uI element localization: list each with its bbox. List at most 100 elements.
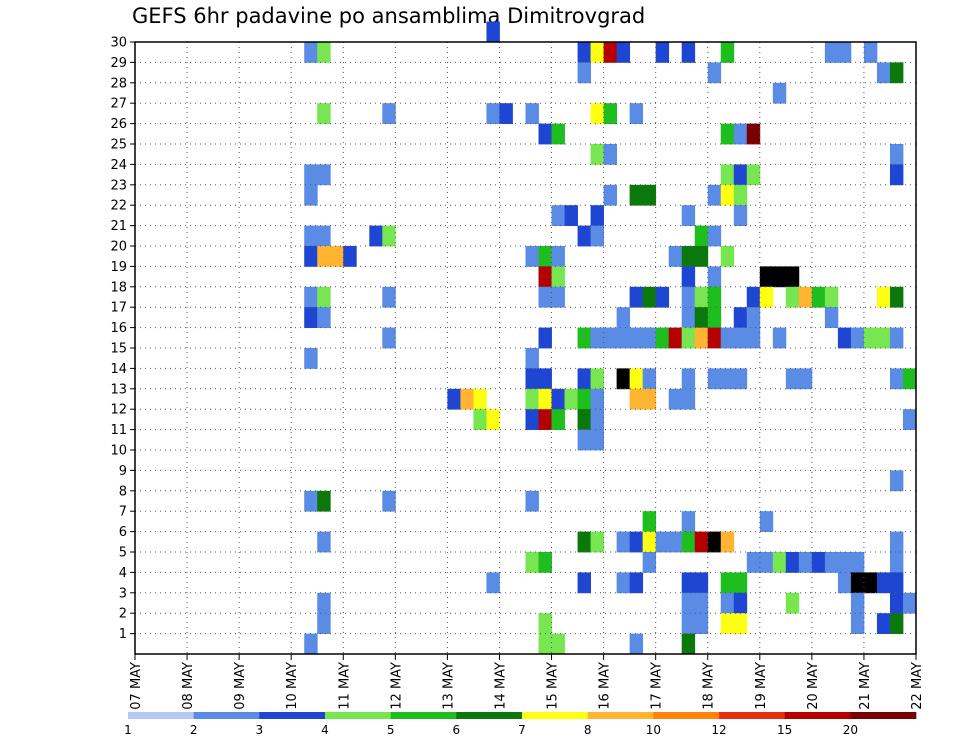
heatmap-cell	[876, 613, 891, 634]
heatmap-cell	[837, 327, 852, 349]
legend-swatch	[390, 712, 457, 719]
heatmap-cell	[889, 144, 904, 165]
heatmap-cell	[616, 368, 631, 390]
heatmap-cell	[707, 184, 722, 206]
y-tick-label: 12	[110, 403, 127, 418]
legend-label: 5	[387, 723, 395, 737]
heatmap-cell	[681, 613, 696, 634]
heatmap-cell	[746, 552, 761, 573]
legend-label: 20	[843, 723, 858, 737]
y-tick-label: 14	[110, 362, 127, 377]
heatmap-cell	[577, 531, 591, 553]
heatmap-cell	[551, 246, 565, 267]
heatmap-cell	[317, 531, 331, 553]
heatmap-cell	[707, 368, 722, 390]
heatmap-cell	[538, 633, 552, 655]
heatmap-cell	[889, 572, 904, 594]
heatmap-cell	[655, 327, 670, 349]
heatmap-cell	[733, 368, 748, 390]
heatmap-cell	[382, 490, 396, 512]
heatmap-cell	[590, 205, 604, 226]
heatmap-cell	[863, 572, 878, 594]
y-tick-label: 3	[119, 586, 127, 601]
heatmap-cell	[616, 327, 631, 349]
heatmap-cell	[707, 225, 722, 247]
heatmap-cell	[317, 225, 331, 247]
y-tick-label: 30	[110, 36, 127, 51]
heatmap-cell	[642, 184, 657, 206]
heatmap-cell	[850, 572, 865, 594]
heatmap-cell	[837, 552, 852, 573]
heatmap-cell	[382, 103, 396, 124]
heatmap-cell	[486, 21, 500, 43]
heatmap-cell	[850, 327, 865, 349]
y-tick-label: 27	[110, 97, 127, 112]
heatmap-cell	[538, 368, 552, 390]
heatmap-cell	[707, 307, 722, 328]
heatmap-cell	[317, 490, 331, 512]
heatmap-cell	[629, 103, 644, 124]
heatmap-cell	[733, 327, 748, 349]
heatmap-cell	[317, 286, 331, 308]
heatmap-cell	[382, 327, 396, 349]
legend-swatch	[587, 712, 654, 719]
heatmap-cell	[447, 388, 461, 410]
heatmap-cell	[642, 286, 657, 308]
heatmap-cell	[642, 531, 657, 553]
heatmap-cell	[577, 62, 591, 84]
heatmap-cell	[317, 42, 331, 63]
heatmap-cell	[590, 103, 604, 124]
heatmap-cell	[902, 368, 917, 390]
heatmap-cell	[811, 552, 826, 573]
heatmap-cell	[746, 327, 761, 349]
heatmap-cell	[720, 613, 735, 634]
heatmap-cell	[694, 572, 709, 594]
heatmap-cell	[720, 368, 735, 390]
heatmap-cell	[772, 327, 787, 349]
heatmap-cell	[681, 205, 696, 226]
legend-swatch	[325, 712, 391, 719]
heatmap-cell	[590, 327, 604, 349]
heatmap-cell	[317, 592, 331, 614]
heatmap-cell	[304, 42, 318, 63]
x-tick-label: 16 MAY	[598, 662, 613, 710]
legend-label: 15	[777, 723, 792, 737]
legend-label: 3	[256, 723, 264, 737]
legend-label: 7	[518, 723, 526, 737]
heatmap-cell	[525, 103, 539, 124]
cells-layer	[304, 21, 917, 655]
heatmap-cell	[304, 184, 318, 206]
heatmap-cell	[785, 286, 800, 308]
heatmap-cell	[590, 429, 604, 451]
heatmap-cell	[811, 286, 826, 308]
heatmap-cell	[876, 572, 891, 594]
heatmap-cell	[889, 613, 904, 634]
y-tick-label: 8	[119, 484, 127, 499]
heatmap-cell	[538, 327, 552, 349]
heatmap-cell	[603, 184, 618, 206]
heatmap-cell	[629, 286, 644, 308]
heatmap-cell	[876, 62, 891, 84]
legend-swatch	[456, 712, 523, 719]
heatmap-cell	[343, 246, 357, 267]
y-tick-label: 17	[110, 301, 127, 316]
legend-label: 10	[646, 723, 661, 737]
x-tick-label: 14 MAY	[493, 662, 508, 710]
heatmap-cell	[733, 572, 748, 594]
heatmap-cell	[590, 388, 604, 410]
heatmap-cell	[538, 123, 552, 145]
heatmap-cell	[317, 164, 331, 186]
heatmap-cell	[694, 225, 709, 247]
heatmap-cell	[707, 327, 722, 349]
legend-label: 8	[584, 723, 592, 737]
heatmap-cell	[759, 266, 774, 288]
y-tick-label: 18	[110, 280, 127, 295]
heatmap-cell	[798, 286, 813, 308]
heatmap-cell	[551, 286, 565, 308]
heatmap-cell	[564, 205, 578, 226]
heatmap-cell	[785, 552, 800, 573]
y-tick-label: 6	[119, 525, 127, 540]
heatmap-cell	[733, 592, 748, 614]
heatmap-cell	[382, 225, 396, 247]
heatmap-cell	[304, 225, 318, 247]
